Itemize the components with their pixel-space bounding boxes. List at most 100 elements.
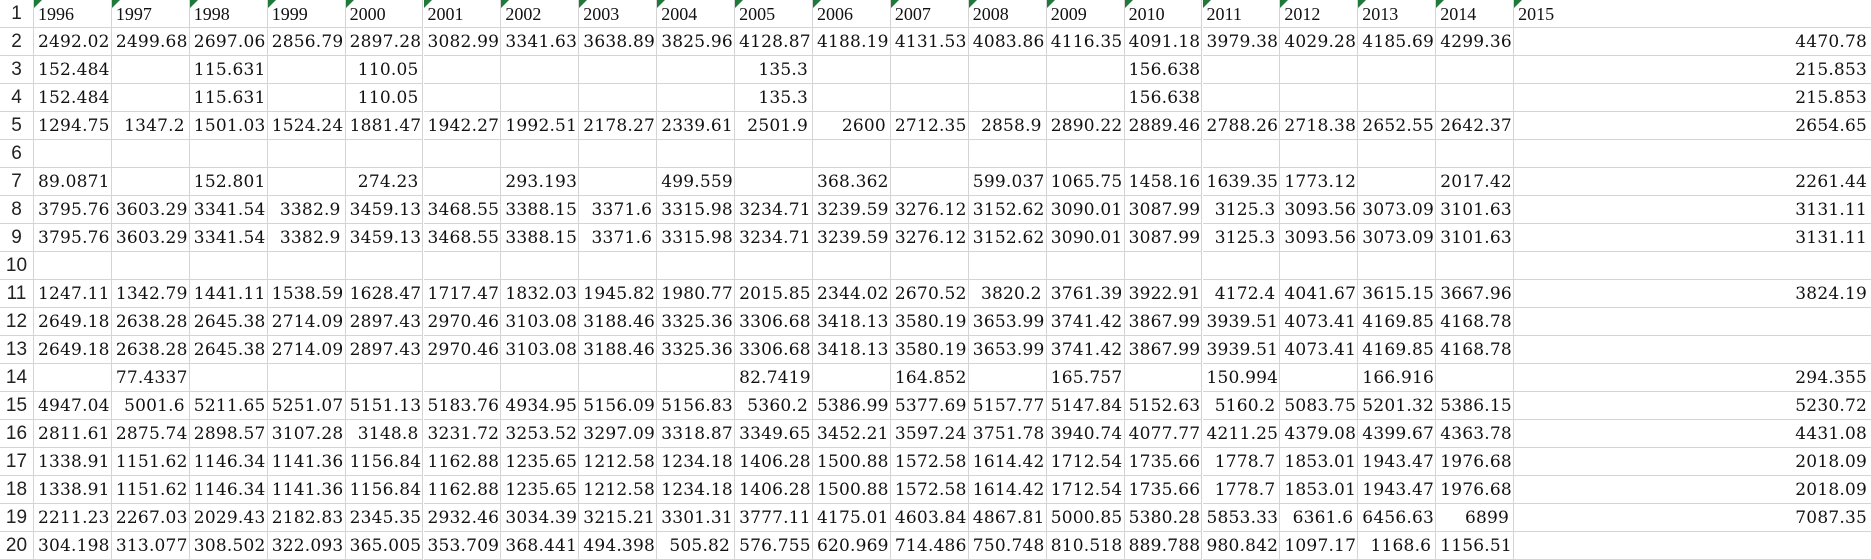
- grid-cell[interactable]: 3073.09: [1358, 196, 1437, 224]
- grid-cell[interactable]: 4470.78: [1514, 28, 1872, 56]
- grid-cell[interactable]: [579, 84, 658, 112]
- grid-cell[interactable]: 5156.83: [657, 392, 736, 420]
- grid-cell[interactable]: 2670.52: [890, 280, 969, 308]
- grid-cell[interactable]: 135.3: [735, 56, 813, 84]
- grid-cell[interactable]: 3825.96: [657, 28, 736, 56]
- grid-cell[interactable]: 2642.37: [1436, 112, 1515, 140]
- row-header[interactable]: 6: [0, 140, 34, 168]
- grid-cell[interactable]: 1065.75: [1046, 168, 1125, 196]
- grid-cell[interactable]: [890, 140, 969, 168]
- header-cell[interactable]: 2004: [657, 0, 736, 28]
- grid-cell[interactable]: 3152.62: [968, 196, 1047, 224]
- grid-cell[interactable]: 293.193: [501, 168, 580, 196]
- grid-cell[interactable]: 3795.76: [34, 196, 112, 224]
- grid-cell[interactable]: 3093.56: [1280, 224, 1359, 252]
- grid-cell[interactable]: 3101.63: [1436, 224, 1515, 252]
- grid-cell[interactable]: 3867.99: [1124, 308, 1203, 336]
- grid-cell[interactable]: 4211.25: [1202, 420, 1281, 448]
- grid-cell[interactable]: 3741.42: [1046, 336, 1125, 364]
- grid-cell[interactable]: 3315.98: [657, 224, 736, 252]
- grid-cell[interactable]: 1338.91: [34, 476, 112, 504]
- grid-cell[interactable]: 3349.65: [735, 420, 813, 448]
- grid-cell[interactable]: [735, 252, 813, 280]
- grid-cell[interactable]: 3276.12: [890, 224, 969, 252]
- grid-cell[interactable]: 4947.04: [34, 392, 112, 420]
- grid-cell[interactable]: 3418.13: [813, 308, 891, 336]
- grid-cell[interactable]: 4175.01: [813, 504, 891, 532]
- grid-cell[interactable]: [501, 84, 580, 112]
- grid-cell[interactable]: [111, 140, 190, 168]
- grid-cell[interactable]: 135.3: [735, 84, 813, 112]
- grid-cell[interactable]: 3188.46: [579, 308, 658, 336]
- grid-cell[interactable]: 2649.18: [34, 308, 112, 336]
- grid-cell[interactable]: 115.631: [189, 56, 268, 84]
- grid-cell[interactable]: 1406.28: [735, 448, 813, 476]
- grid-cell[interactable]: 1441.11: [189, 280, 268, 308]
- header-cell[interactable]: 2009: [1046, 0, 1125, 28]
- grid-cell[interactable]: 1992.51: [501, 112, 580, 140]
- grid-cell[interactable]: [423, 252, 502, 280]
- grid-cell[interactable]: [813, 140, 891, 168]
- grid-cell[interactable]: 3603.29: [111, 196, 190, 224]
- grid-cell[interactable]: 3090.01: [1046, 196, 1125, 224]
- grid-cell[interactable]: 3939.51: [1202, 336, 1281, 364]
- grid-cell[interactable]: 5157.77: [968, 392, 1047, 420]
- grid-cell[interactable]: 1524.24: [267, 112, 346, 140]
- grid-cell[interactable]: [890, 84, 969, 112]
- grid-cell[interactable]: 1342.79: [111, 280, 190, 308]
- grid-cell[interactable]: 1943.47: [1358, 448, 1437, 476]
- grid-cell[interactable]: [34, 140, 112, 168]
- grid-cell[interactable]: [501, 56, 580, 84]
- grid-cell[interactable]: 1338.91: [34, 448, 112, 476]
- grid-cell[interactable]: 1735.66: [1124, 448, 1203, 476]
- grid-cell[interactable]: 3940.74: [1046, 420, 1125, 448]
- grid-cell[interactable]: [1358, 84, 1437, 112]
- grid-cell[interactable]: 3087.99: [1124, 196, 1203, 224]
- grid-cell[interactable]: 4168.78: [1436, 336, 1515, 364]
- grid-cell[interactable]: 889.788: [1124, 532, 1203, 560]
- row-header[interactable]: 10: [0, 252, 34, 280]
- grid-cell[interactable]: 2897.43: [345, 308, 424, 336]
- grid-cell[interactable]: 1980.77: [657, 280, 736, 308]
- grid-cell[interactable]: 3459.13: [345, 196, 424, 224]
- grid-cell[interactable]: 82.7419: [735, 364, 813, 392]
- row-header[interactable]: 14: [0, 364, 34, 392]
- grid-cell[interactable]: [189, 252, 268, 280]
- grid-cell[interactable]: 1151.62: [111, 476, 190, 504]
- grid-cell[interactable]: 1234.18: [657, 448, 736, 476]
- grid-cell[interactable]: 1501.03: [189, 112, 268, 140]
- grid-cell[interactable]: 2970.46: [423, 336, 502, 364]
- grid-cell[interactable]: [968, 140, 1047, 168]
- grid-cell[interactable]: [813, 84, 891, 112]
- grid-cell[interactable]: [1514, 252, 1872, 280]
- grid-cell[interactable]: 494.398: [579, 532, 658, 560]
- grid-cell[interactable]: [1280, 56, 1359, 84]
- grid-cell[interactable]: 3459.13: [345, 224, 424, 252]
- grid-cell[interactable]: 3795.76: [34, 224, 112, 252]
- grid-cell[interactable]: 5083.75: [1280, 392, 1359, 420]
- grid-cell[interactable]: 3073.09: [1358, 224, 1437, 252]
- grid-cell[interactable]: 2718.38: [1280, 112, 1359, 140]
- row-header[interactable]: 7: [0, 168, 34, 196]
- grid-cell[interactable]: 5377.69: [890, 392, 969, 420]
- grid-cell[interactable]: [968, 364, 1047, 392]
- grid-cell[interactable]: 1168.6: [1358, 532, 1437, 560]
- grid-cell[interactable]: 3239.59: [813, 196, 891, 224]
- grid-cell[interactable]: 5230.72: [1514, 392, 1872, 420]
- grid-cell[interactable]: [423, 84, 502, 112]
- header-cell[interactable]: 2008: [968, 0, 1047, 28]
- grid-cell[interactable]: 1500.88: [813, 476, 891, 504]
- grid-cell[interactable]: 3306.68: [735, 336, 813, 364]
- grid-cell[interactable]: 2499.68: [111, 28, 190, 56]
- grid-cell[interactable]: 3341.63: [501, 28, 580, 56]
- grid-cell[interactable]: 1853.01: [1280, 448, 1359, 476]
- grid-cell[interactable]: 2932.46: [423, 504, 502, 532]
- grid-cell[interactable]: 4934.95: [501, 392, 580, 420]
- grid-cell[interactable]: [423, 56, 502, 84]
- grid-cell[interactable]: 1773.12: [1280, 168, 1359, 196]
- grid-cell[interactable]: 2267.03: [111, 504, 190, 532]
- grid-cell[interactable]: 368.362: [813, 168, 891, 196]
- grid-cell[interactable]: [890, 56, 969, 84]
- grid-cell[interactable]: 3318.87: [657, 420, 736, 448]
- grid-cell[interactable]: 353.709: [423, 532, 502, 560]
